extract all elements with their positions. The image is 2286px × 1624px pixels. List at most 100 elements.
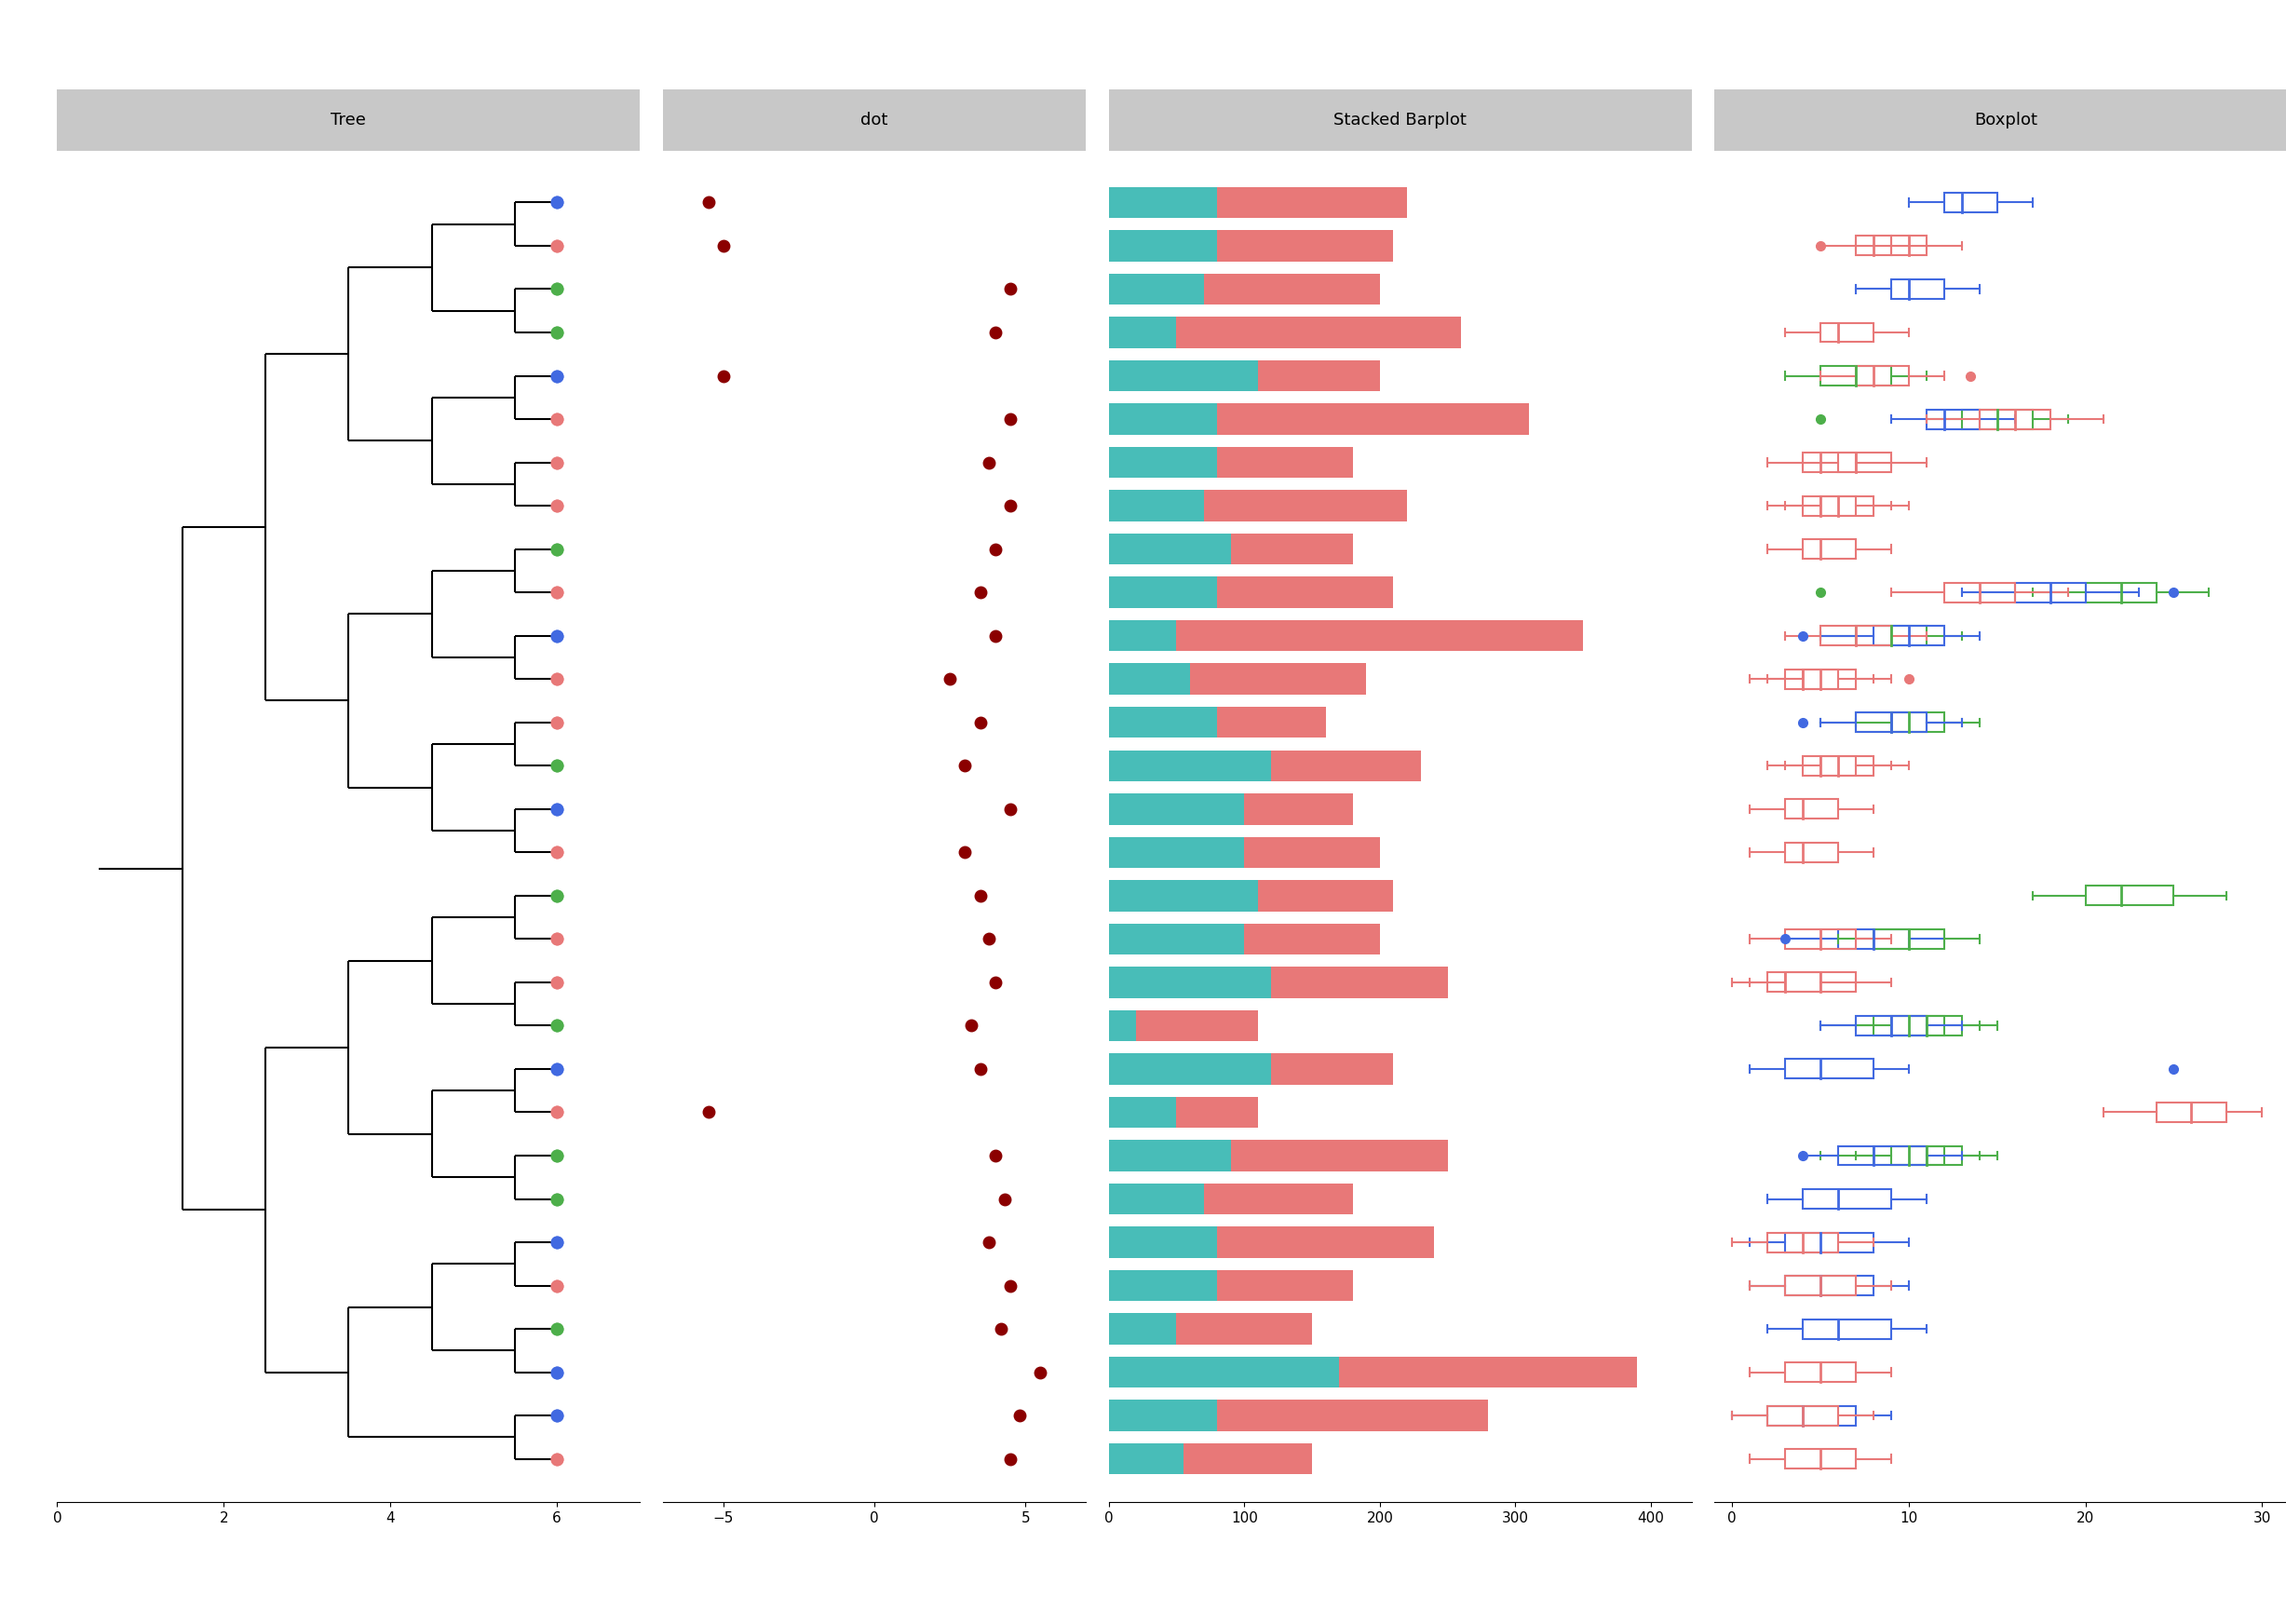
Bar <box>1177 1314 1312 1345</box>
Bar <box>1205 273 1381 305</box>
Bar <box>1856 713 1927 732</box>
Bar <box>1109 187 1216 218</box>
Bar <box>1109 880 1257 911</box>
Bar <box>1767 1233 1838 1252</box>
Bar <box>1271 1054 1394 1085</box>
Bar <box>1109 273 1205 305</box>
Bar <box>1785 973 1856 992</box>
Bar <box>1109 1356 1340 1389</box>
Bar <box>1205 1184 1353 1215</box>
Bar <box>1109 533 1230 565</box>
Bar <box>1804 1189 1891 1208</box>
Bar <box>1216 1270 1353 1301</box>
Bar <box>1109 403 1216 435</box>
Bar <box>2085 887 2174 906</box>
Bar <box>1216 1400 1488 1431</box>
Bar <box>1109 706 1216 737</box>
Bar <box>1927 409 1980 429</box>
Bar <box>1216 403 1529 435</box>
Bar <box>1891 279 1943 299</box>
Bar <box>1177 317 1461 348</box>
Bar <box>1109 231 1216 261</box>
Text: Stacked Barplot: Stacked Barplot <box>1333 112 1468 128</box>
Bar <box>1109 1270 1216 1301</box>
Bar <box>1838 929 1909 948</box>
Bar <box>1109 577 1216 607</box>
Bar <box>1109 750 1271 781</box>
Bar <box>1943 193 1998 213</box>
Bar <box>1109 1400 1216 1431</box>
Bar <box>1980 409 2051 429</box>
Bar <box>1109 1444 1184 1475</box>
Bar <box>1767 1406 1856 1426</box>
Bar <box>1216 577 1394 607</box>
Bar <box>1136 1010 1257 1041</box>
Bar <box>1785 1059 1875 1078</box>
Bar <box>1109 1184 1205 1215</box>
Bar <box>1216 187 1406 218</box>
Bar <box>1109 966 1271 997</box>
Bar <box>1230 1140 1447 1171</box>
Bar <box>1109 1140 1230 1171</box>
Bar <box>1767 973 1820 992</box>
Bar <box>1875 1017 1943 1036</box>
Bar <box>1785 1449 1856 1468</box>
Bar <box>1184 1444 1312 1475</box>
Bar <box>1804 453 1856 473</box>
Bar <box>1244 924 1381 955</box>
Bar <box>1109 1226 1216 1259</box>
Bar <box>1838 1147 1927 1166</box>
Bar <box>1820 625 1891 645</box>
Bar <box>1820 755 1875 775</box>
Bar <box>1244 836 1381 867</box>
Bar <box>1820 495 1875 515</box>
Bar <box>1177 620 1584 651</box>
Bar <box>1891 713 1943 732</box>
Bar <box>1820 323 1875 343</box>
Bar <box>1785 1276 1875 1296</box>
Bar <box>1257 361 1381 391</box>
Bar <box>1109 620 1177 651</box>
Bar <box>1961 409 2032 429</box>
Text: Tree: Tree <box>331 112 366 128</box>
Text: Boxplot: Boxplot <box>1975 112 2037 128</box>
Bar <box>1271 750 1420 781</box>
Bar <box>1891 1017 1961 1036</box>
Bar <box>1109 836 1244 867</box>
Bar <box>1109 664 1191 695</box>
Bar <box>1216 447 1353 477</box>
Text: dot: dot <box>862 112 887 128</box>
Bar <box>1785 1233 1875 1252</box>
Bar <box>1216 706 1326 737</box>
Bar <box>1856 1017 1927 1036</box>
Bar <box>1244 794 1353 825</box>
Bar <box>1109 1054 1271 1085</box>
Bar <box>1785 1276 1856 1296</box>
Bar <box>1216 1226 1433 1259</box>
Bar <box>1875 1147 1943 1166</box>
Bar <box>1785 843 1838 862</box>
Bar <box>1856 365 1909 385</box>
Bar <box>1216 231 1394 261</box>
Bar <box>1785 1363 1856 1382</box>
Bar <box>1943 583 2014 603</box>
Bar <box>1109 447 1216 477</box>
Bar <box>1838 453 1891 473</box>
Bar <box>1271 966 1447 997</box>
Bar <box>1891 1147 1961 1166</box>
Bar <box>1820 365 1891 385</box>
Bar <box>1109 317 1177 348</box>
Bar <box>1804 1319 1891 1338</box>
Bar <box>1856 625 1927 645</box>
Bar <box>1109 1010 1136 1041</box>
Bar <box>1785 929 1856 948</box>
Bar <box>1109 1096 1177 1129</box>
Bar <box>1875 625 1943 645</box>
Bar <box>1109 490 1205 521</box>
Bar <box>1856 235 1891 255</box>
Bar <box>1856 713 1927 732</box>
Bar <box>1804 669 1856 689</box>
Bar <box>2014 583 2085 603</box>
Bar <box>1109 1314 1177 1345</box>
Bar <box>1875 929 1943 948</box>
